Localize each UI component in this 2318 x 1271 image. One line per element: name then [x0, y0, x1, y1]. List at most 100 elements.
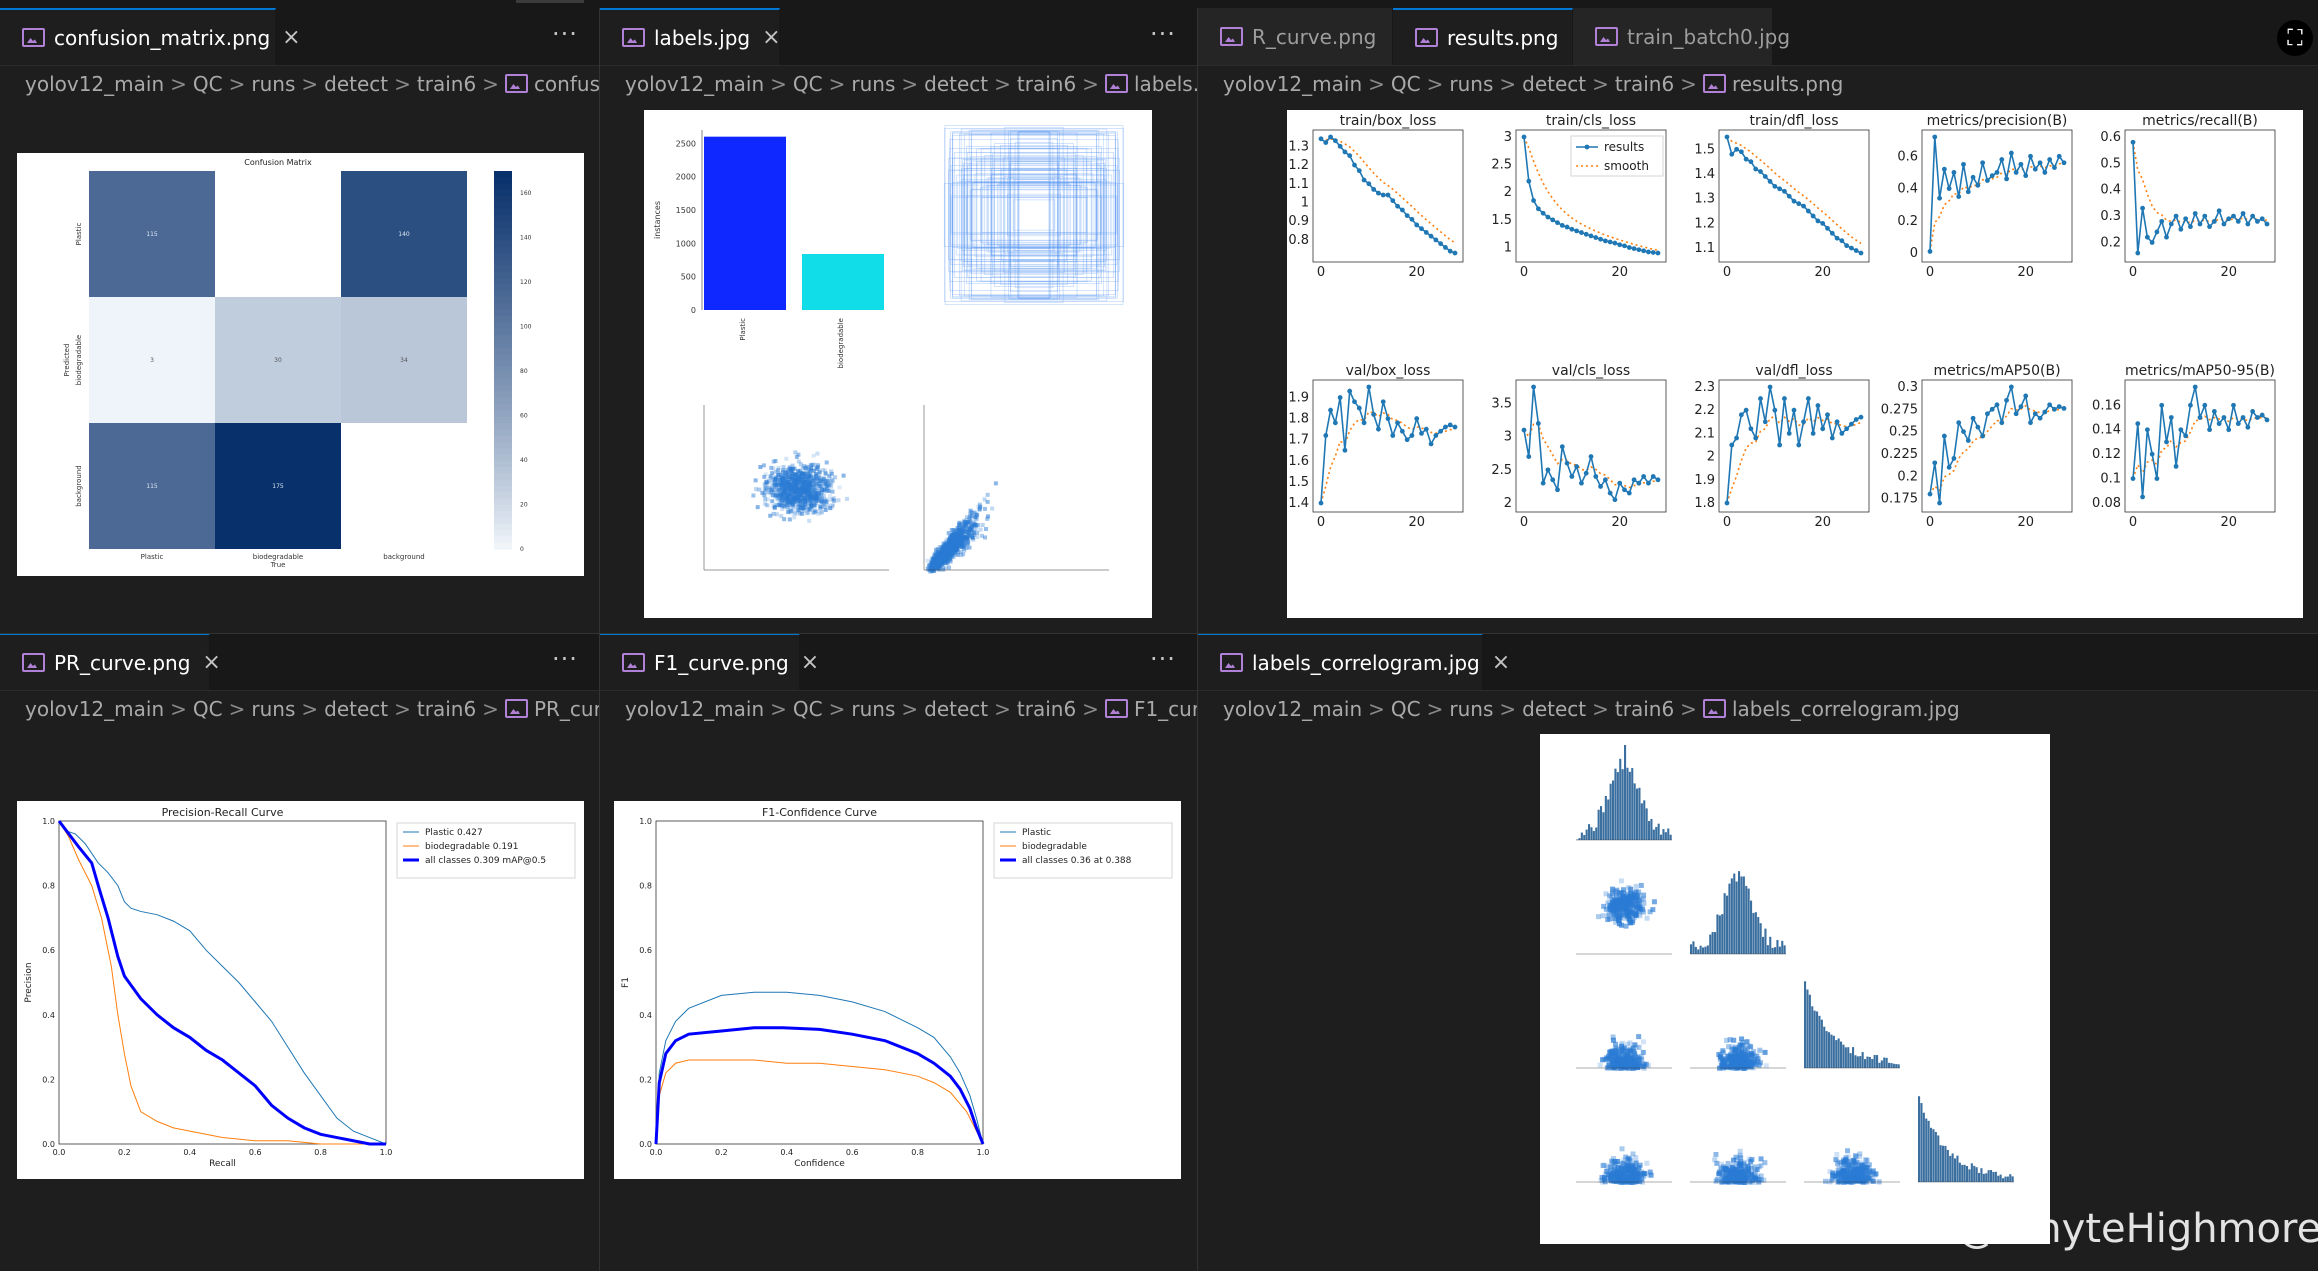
density-cell [1637, 913, 1643, 919]
crumb[interactable]: QC [792, 697, 823, 721]
y-tick-label: 1.3 [1288, 139, 1309, 154]
crumb[interactable]: train6 [1614, 72, 1675, 96]
close-icon[interactable]: × [202, 650, 221, 675]
density-cell [950, 540, 955, 545]
crumb[interactable]: yolov12_main [1223, 72, 1363, 96]
histogram-bar [1861, 1052, 1864, 1068]
density-cell [944, 544, 949, 549]
density-cell [971, 530, 976, 535]
crumb[interactable]: detect [924, 72, 989, 96]
crumb[interactable]: runs [851, 697, 896, 721]
crumb-file[interactable]: F1_curve.png [1133, 697, 1198, 721]
crumb-file[interactable]: PR_curve.png [533, 697, 600, 721]
histogram-bar [1742, 876, 1745, 954]
more-actions-icon[interactable]: ··· [1150, 645, 1176, 673]
colorbar-segment [494, 473, 512, 481]
scan-icon[interactable]: ⛶ [2277, 20, 2313, 56]
crumb[interactable]: yolov12_main [25, 697, 165, 721]
x-axis-label: Recall [209, 1159, 236, 1169]
crumb[interactable]: runs [251, 72, 296, 96]
tab-f1-curve[interactable]: F1_curve.png × [600, 633, 819, 690]
tab-labels[interactable]: labels.jpg × [600, 8, 781, 65]
tab-confusion-matrix[interactable]: confusion_matrix.png × [0, 8, 301, 65]
tab-train-batch0[interactable]: train_batch0.jpg [1573, 8, 1790, 65]
density-cell [806, 481, 811, 486]
data-point [2207, 224, 2212, 230]
density-cell [1610, 1053, 1616, 1059]
close-icon[interactable]: × [800, 650, 820, 675]
tab-results[interactable]: results.png × [1393, 8, 1589, 65]
crumb-file[interactable]: labels.jpg [1133, 72, 1198, 96]
density-cell [827, 482, 832, 487]
close-icon[interactable]: × [762, 25, 781, 50]
crumb[interactable]: detect [1522, 697, 1587, 721]
x-tick-label: 0.2 [118, 1148, 131, 1157]
crumb[interactable]: yolov12_main [1223, 697, 1363, 721]
density-cell [943, 557, 948, 562]
density-cell [1630, 1177, 1636, 1183]
close-icon[interactable]: × [1491, 650, 1511, 675]
histogram-bar [1978, 1172, 1981, 1182]
density-cell [1758, 1173, 1764, 1179]
density-cell [1732, 1051, 1738, 1057]
crumb[interactable]: train6 [1614, 697, 1675, 721]
more-actions-icon[interactable]: ··· [552, 645, 578, 673]
chevron-right-icon: > [1426, 697, 1444, 721]
close-icon[interactable]: × [282, 25, 301, 50]
crumb-file[interactable]: confusion_matri [533, 72, 600, 96]
crumb[interactable]: yolov12_main [625, 72, 765, 96]
crumb[interactable]: detect [324, 697, 389, 721]
image-preview: F1-Confidence Curve 0.0 0.2 0.4 0.6 0.8 1.0 0.0… [614, 801, 1181, 1179]
crumb[interactable]: train6 [416, 72, 477, 96]
box-outline [1008, 148, 1060, 282]
tab-pr-curve[interactable]: PR_curve.png × [0, 633, 221, 690]
tab-r-curve[interactable]: R_curve.png [1198, 8, 1393, 65]
more-actions-icon[interactable]: ··· [1150, 20, 1176, 48]
data-point [1598, 484, 1603, 489]
density-cell [798, 477, 803, 482]
crumb[interactable]: yolov12_main [25, 72, 165, 96]
crumb[interactable]: detect [324, 72, 389, 96]
more-actions-icon[interactable]: ··· [552, 20, 578, 48]
density-cell [1732, 1048, 1738, 1054]
density-cell [968, 521, 973, 526]
tab-labels-correlogram[interactable]: labels_correlogram.jpg × [1198, 633, 1510, 690]
density-cell [939, 558, 944, 563]
crumb[interactable]: QC [192, 697, 223, 721]
density-cell [806, 503, 811, 508]
density-cell [789, 490, 794, 495]
density-cell [786, 472, 791, 477]
crumb-file[interactable]: labels_correlogram.jpg [1731, 697, 1960, 721]
density-cell [949, 551, 954, 556]
data-point [1531, 198, 1536, 203]
density-cell [960, 538, 965, 543]
crumb[interactable]: train6 [1016, 697, 1077, 721]
density-cell [781, 477, 786, 482]
crumb[interactable]: QC [792, 72, 823, 96]
histogram-bar [1942, 1145, 1945, 1182]
crumb[interactable]: runs [251, 697, 296, 721]
density-cell [1857, 1160, 1863, 1166]
y-tick-label: 3.5 [1491, 397, 1512, 412]
density-cell [1838, 1174, 1844, 1180]
crumb[interactable]: runs [851, 72, 896, 96]
crumb[interactable]: detect [924, 697, 989, 721]
density-cell [972, 514, 977, 519]
crumb[interactable]: runs [1449, 697, 1494, 721]
data-point [1734, 435, 1739, 441]
density-cell [794, 455, 799, 460]
crumb[interactable]: QC [1390, 72, 1421, 96]
crumb[interactable]: runs [1449, 72, 1494, 96]
crumb[interactable]: QC [1390, 697, 1421, 721]
crumb[interactable]: train6 [416, 697, 477, 721]
bar [704, 136, 786, 310]
density-cell [812, 478, 817, 483]
crumb[interactable]: train6 [1016, 72, 1077, 96]
crumb-file[interactable]: results.png [1731, 72, 1844, 96]
density-cell [766, 497, 771, 502]
crumb[interactable]: yolov12_main [625, 697, 765, 721]
data-point [2037, 415, 2043, 421]
crumb[interactable]: detect [1522, 72, 1587, 96]
density-cell [771, 492, 776, 497]
crumb[interactable]: QC [192, 72, 223, 96]
